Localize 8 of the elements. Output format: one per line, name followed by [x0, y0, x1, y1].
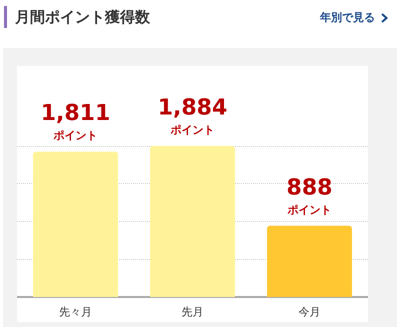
x-tick-label: 先月 [182, 306, 204, 318]
data-label: 1,811 ポイント [40, 101, 110, 142]
x-tick-label: 今月 [298, 306, 320, 318]
data-label: 1,884 ポイント [158, 95, 228, 136]
chart-title: 月間ポイント獲得数 [4, 6, 150, 28]
data-label: 888 ポイント [286, 175, 332, 216]
x-tick-label: 先々月 [59, 306, 92, 318]
text: 年別で見る [320, 10, 375, 25]
